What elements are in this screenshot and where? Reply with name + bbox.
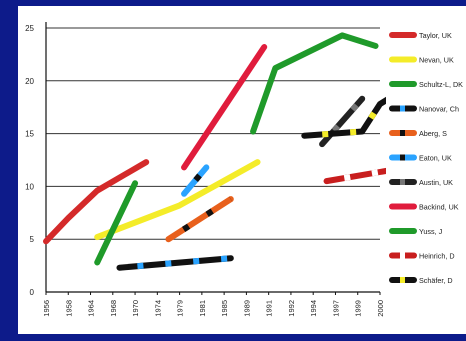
series-line-aberg-s: [165, 196, 234, 243]
x-tick-label-1981: 1981: [198, 300, 207, 317]
x-tick-label-1994: 1994: [309, 300, 318, 317]
x-tick-label-1985: 1985: [220, 300, 229, 317]
legend-label-eaton-uk: Eaton, UK: [419, 154, 452, 163]
legend-label-austin-uk: Austin, UK: [419, 178, 453, 187]
y-tick-label-15: 15: [25, 130, 34, 139]
legend-label-taylor-uk: Taylor, UK: [419, 31, 452, 40]
series-line-eaton-uk: [181, 164, 210, 197]
legend: Taylor, UK Nevan, UK Schultz-L, DK Nanovar,…: [389, 31, 463, 285]
x-tick-label-1968: 1968: [109, 300, 118, 317]
series-line-backind-uk: [181, 44, 268, 171]
x-tick-label-1999: 1999: [354, 300, 363, 317]
x-tick-label-1992: 1992: [287, 300, 296, 317]
x-tick-label-1974: 1974: [153, 300, 162, 317]
x-tick-label-1979: 1979: [176, 300, 185, 317]
series-line-schultz-l-dk: [94, 180, 139, 266]
legend-label-yuss-j: Yuss, J: [419, 227, 443, 236]
y-tick-label-25: 25: [25, 24, 34, 33]
series-accent-nanovar-ch: [119, 255, 232, 271]
series-accent-sch-fer-d: [304, 78, 420, 139]
legend-label-aberg-s: Aberg, S: [419, 129, 447, 138]
series-line-yuss-j: [250, 32, 379, 135]
x-tick-label-1989: 1989: [242, 300, 251, 317]
x-tick-label-1970: 1970: [131, 300, 140, 317]
legend-label-sch-fer-d: Schäfer, D: [419, 276, 453, 285]
x-tick-label-1958: 1958: [64, 300, 73, 317]
x-tick-label-1991: 1991: [265, 300, 274, 317]
legend-label-backind-uk: Backind, UK: [419, 203, 459, 212]
x-tick-labels: 1956 1958 1964 1968 1970 1974 1979 1981 1985 1989…: [42, 300, 385, 317]
series-line-taylor-uk: [43, 159, 150, 245]
y-tick-labels: 0 5 10 15 20 25: [25, 24, 34, 297]
x-tick-label-1964: 1964: [87, 300, 96, 317]
y-tick-label-0: 0: [30, 288, 35, 297]
x-tick-label-1956: 1956: [42, 300, 51, 317]
y-tick-label-10: 10: [25, 182, 34, 191]
legend-label-nanovar-ch: Nanovar, Ch: [419, 105, 459, 114]
legend-label-heinrich-d: Heinrich, D: [419, 252, 455, 261]
legend-label-schultz-l-dk: Schultz-L, DK: [419, 80, 463, 89]
x-tick-label-2000: 2000: [376, 300, 385, 317]
series-line-nevan-uk: [94, 159, 261, 241]
y-tick-label-5: 5: [30, 235, 35, 244]
x-tick-label-1997: 1997: [331, 300, 340, 317]
series-accent-austin-uk: [319, 96, 365, 147]
axes: [45, 22, 381, 295]
legend-label-nevan-uk: Nevan, UK: [419, 56, 454, 65]
y-tick-label-20: 20: [25, 77, 34, 86]
